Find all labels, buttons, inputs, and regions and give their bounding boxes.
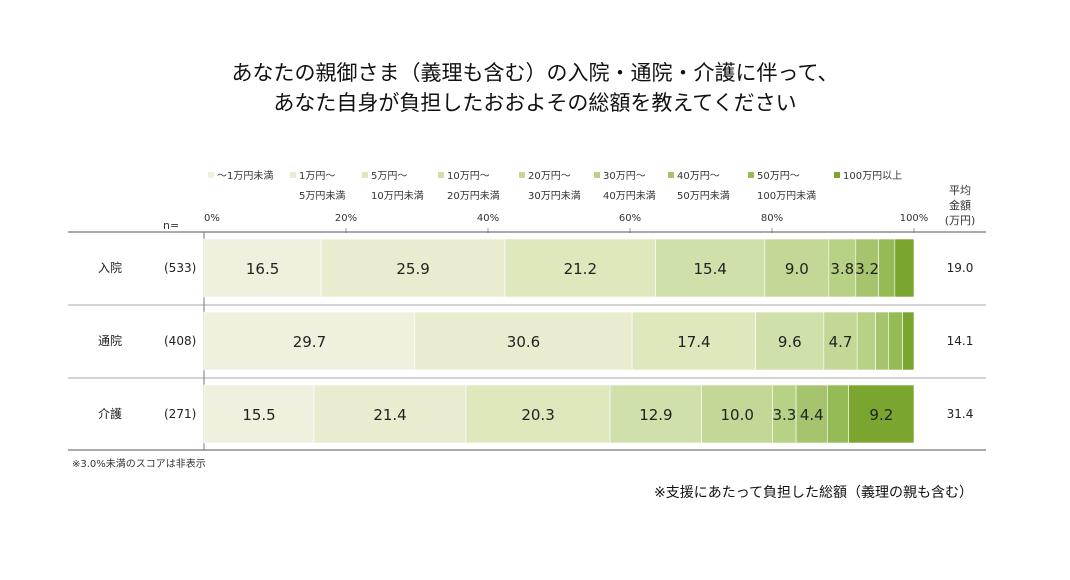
legend-label-2: 5万円～ — [371, 171, 407, 182]
bar-segment — [856, 311, 876, 371]
bar-data-label: 12.9 — [639, 406, 672, 424]
bar-segment — [888, 311, 903, 371]
bar-segment — [764, 238, 830, 298]
bar-data-label: 4.4 — [800, 406, 824, 424]
row-category-label: 入院 — [98, 261, 122, 275]
bar-segment — [848, 384, 915, 444]
legend-label2-1: 5万円未満 — [299, 190, 345, 202]
avg-header: 金額 — [949, 198, 971, 212]
legend-label-5: 30万円～ — [603, 171, 646, 182]
footnote: ※3.0%未満のスコアは非表示 — [72, 459, 206, 470]
bar-segment — [203, 384, 315, 444]
legend-label-7: 50万円～ — [757, 171, 800, 182]
legend-swatch-4 — [519, 172, 525, 178]
legend-label2-7: 100万円未満 — [757, 190, 816, 202]
legend-label-0: ～1万円未満 — [217, 170, 273, 182]
row-n-label: (408) — [164, 334, 196, 348]
x-tick-label: 0% — [204, 213, 220, 224]
bar-segment — [609, 384, 703, 444]
legend-swatch-8 — [834, 172, 840, 178]
bar-segment — [313, 384, 467, 444]
bar-data-label: 25.9 — [396, 260, 429, 278]
bar-data-label: 9.0 — [785, 260, 809, 278]
bar-segment — [631, 311, 756, 371]
legend-label-4: 20万円～ — [528, 171, 571, 182]
row-average-value: 31.4 — [947, 407, 974, 421]
row-category-label: 通院 — [98, 334, 122, 348]
row-category-label: 介護 — [98, 406, 122, 421]
bar-data-label: 3.8 — [830, 260, 854, 278]
legend-swatch-7 — [748, 172, 754, 178]
bar-segment — [465, 384, 611, 444]
bar-data-label: 15.4 — [694, 260, 727, 278]
legend-label-3: 10万円～ — [447, 171, 490, 182]
bar-data-label: 17.4 — [677, 333, 710, 351]
n-label: n= — [163, 219, 179, 232]
bar-segment — [894, 238, 915, 298]
bar-segment — [795, 384, 828, 444]
legend-label2-6: 50万円未満 — [677, 190, 730, 202]
row-n-label: (271) — [164, 407, 196, 421]
avg-header: 平均 — [949, 184, 971, 197]
source-note: ※支援にあたって負担した総額（義理の親も含む） — [654, 485, 974, 501]
bar-segment — [320, 238, 506, 298]
bar-data-label: 30.6 — [507, 333, 540, 351]
bar-segment — [414, 311, 633, 371]
chart-title-line2: あなた自身が負担したおおよその総額を教えてください — [273, 91, 797, 115]
bar-data-label: 3.2 — [855, 260, 879, 278]
avg-header: (万円) — [945, 214, 976, 227]
row-average-value: 19.0 — [947, 261, 974, 275]
legend-label2-5: 40万円未満 — [603, 190, 656, 202]
legend-swatch-6 — [668, 172, 674, 178]
legend-swatch-2 — [362, 172, 368, 178]
x-tick-label: 40% — [477, 213, 499, 224]
bar-segment — [203, 311, 416, 371]
bar-segment — [655, 238, 766, 298]
bar-data-label: 3.3 — [772, 406, 796, 424]
legend-swatch-3 — [438, 172, 444, 178]
x-tick-label: 100% — [900, 213, 929, 224]
bar-data-label: 15.5 — [242, 406, 275, 424]
bar-segment — [203, 238, 322, 298]
bar-data-label: 9.6 — [778, 333, 802, 351]
chart-title-line1: あなたの親御さま（義理も含む）の入院・通院・介護に伴って、 — [231, 61, 839, 85]
row-n-label: (533) — [164, 261, 196, 275]
bar-data-label: 10.0 — [721, 406, 754, 424]
row-average-value: 14.1 — [947, 334, 974, 348]
legend-label-8: 100万円以上 — [843, 170, 902, 182]
legend-label-6: 40万円～ — [677, 171, 720, 182]
x-tick-label: 20% — [335, 213, 357, 224]
bar-segment — [701, 384, 774, 444]
legend-label2-3: 20万円未満 — [447, 190, 500, 202]
bar-segment — [875, 311, 889, 371]
bar-segment — [902, 311, 915, 371]
bar-segment — [878, 238, 896, 298]
bar-segment — [827, 384, 849, 444]
bar-segment — [504, 238, 656, 298]
bar-data-label: 9.2 — [869, 406, 893, 424]
x-tick-label: 80% — [761, 213, 783, 224]
bar-data-label: 29.7 — [293, 333, 326, 351]
bar-data-label: 21.4 — [373, 406, 406, 424]
legend-swatch-1 — [290, 172, 296, 178]
legend-label-1: 1万円～ — [299, 171, 335, 182]
legend-swatch-5 — [594, 172, 600, 178]
bar-data-label: 4.7 — [829, 333, 853, 351]
legend-label2-2: 10万円未満 — [371, 190, 424, 202]
bar-data-label: 20.3 — [521, 406, 554, 424]
legend-swatch-0 — [208, 172, 214, 178]
bar-data-label: 21.2 — [564, 260, 597, 278]
x-tick-label: 60% — [619, 213, 641, 224]
bar-data-label: 16.5 — [246, 260, 279, 278]
legend-label2-4: 30万円未満 — [528, 190, 581, 202]
